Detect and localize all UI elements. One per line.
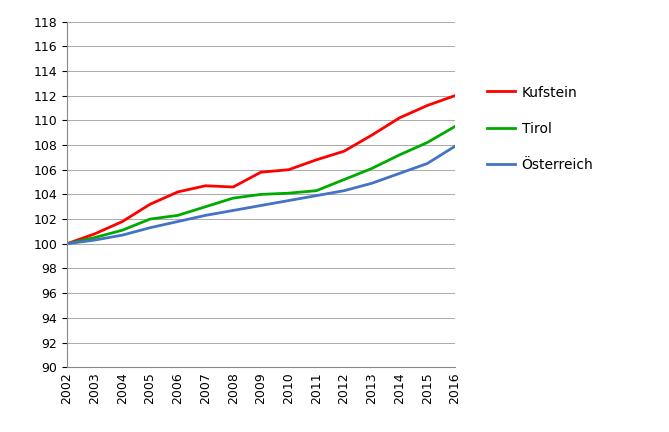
Tirol <box>201 204 209 210</box>
Österreich <box>451 144 459 149</box>
Kufstein <box>229 184 237 190</box>
Österreich <box>201 213 209 218</box>
Line: Tirol: Tirol <box>67 127 455 244</box>
Kufstein <box>63 241 71 246</box>
Österreich <box>146 225 154 230</box>
Kufstein <box>423 103 432 108</box>
Österreich <box>423 161 432 166</box>
Tirol <box>257 192 265 197</box>
Kufstein <box>118 219 126 224</box>
Tirol <box>284 191 292 196</box>
Tirol <box>423 140 432 145</box>
Kufstein <box>174 189 182 194</box>
Legend: Kufstein, Tirol, Österreich: Kufstein, Tirol, Österreich <box>481 80 599 178</box>
Österreich <box>284 198 292 203</box>
Tirol <box>63 241 71 246</box>
Tirol <box>146 216 154 222</box>
Österreich <box>174 219 182 224</box>
Kufstein <box>368 133 376 138</box>
Kufstein <box>312 157 320 162</box>
Tirol <box>174 213 182 218</box>
Österreich <box>312 193 320 198</box>
Österreich <box>229 208 237 213</box>
Line: Kufstein: Kufstein <box>67 95 455 244</box>
Tirol <box>368 166 376 171</box>
Tirol <box>118 228 126 233</box>
Line: Österreich: Österreich <box>67 146 455 244</box>
Tirol <box>451 124 459 129</box>
Österreich <box>90 238 98 243</box>
Tirol <box>229 196 237 201</box>
Tirol <box>90 235 98 240</box>
Kufstein <box>201 183 209 188</box>
Tirol <box>312 188 320 193</box>
Österreich <box>118 232 126 238</box>
Tirol <box>395 152 403 158</box>
Tirol <box>340 177 348 182</box>
Österreich <box>257 203 265 208</box>
Österreich <box>340 188 348 193</box>
Kufstein <box>395 115 403 121</box>
Kufstein <box>90 231 98 236</box>
Kufstein <box>257 170 265 175</box>
Kufstein <box>284 167 292 172</box>
Österreich <box>368 181 376 186</box>
Österreich <box>63 241 71 246</box>
Kufstein <box>340 149 348 154</box>
Kufstein <box>451 93 459 98</box>
Österreich <box>395 171 403 176</box>
Kufstein <box>146 202 154 207</box>
